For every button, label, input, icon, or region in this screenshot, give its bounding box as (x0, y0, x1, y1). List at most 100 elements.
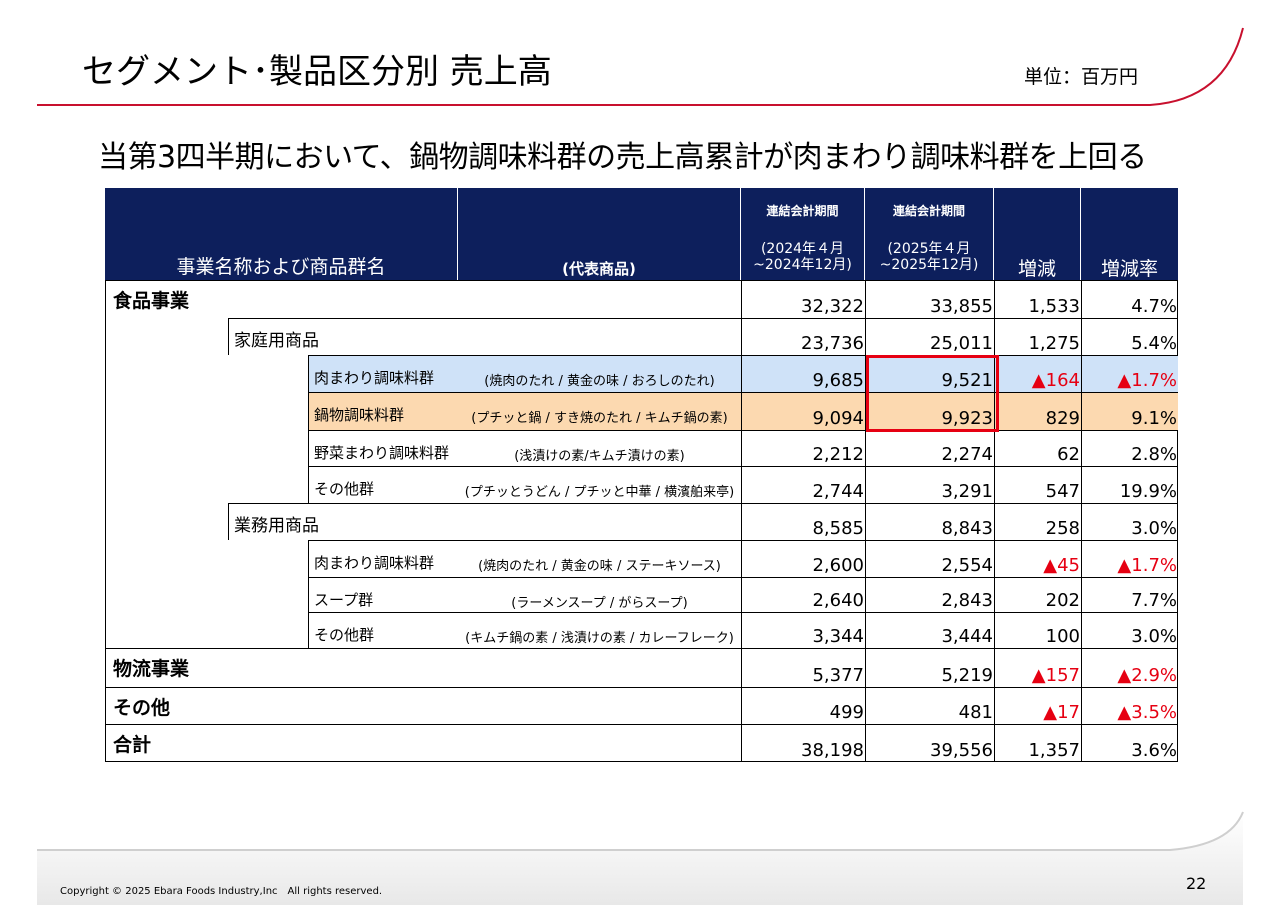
table-cell: ▲3.5% (1081, 687, 1178, 724)
table-row (308, 392, 1178, 430)
row-product: (焼肉のたれ / 黄金の味 / ステーキソース) (478, 559, 721, 574)
table-cell: 25,011 (865, 318, 994, 355)
table-cell: 829 (994, 392, 1081, 430)
table-cell: 5.4% (1081, 318, 1178, 355)
table-cell: 3,291 (865, 466, 994, 503)
table-cell: 258 (994, 503, 1081, 540)
right-border (1177, 280, 1178, 762)
table-cell: 33,855 (865, 280, 994, 318)
table-cell: 9,923 (865, 392, 994, 430)
title: セグメント･製品区分別 売上高 (82, 52, 552, 92)
table-cell: 100 (994, 612, 1081, 648)
copyright: Copyright © 2025 Ebara Foods Industry,In… (60, 886, 383, 897)
table-row (228, 318, 1178, 355)
table-cell: 62 (994, 430, 1081, 466)
row-product: (プチッとうどん / プチッと中華 / 横濱舶来亭) (464, 485, 735, 500)
footer-band (37, 812, 1243, 905)
table-cell: 8,843 (865, 503, 994, 540)
highlight-box (866, 355, 999, 432)
table-cell: 7.7% (1081, 577, 1178, 612)
table-row (228, 503, 1178, 540)
outer-border (105, 280, 106, 762)
table-cell: ▲2.9% (1081, 648, 1178, 687)
table-cell: 9.1% (1081, 392, 1178, 430)
header-cell: (代表商品) (458, 188, 741, 280)
table-row (308, 577, 1178, 612)
table-cell: 23,736 (741, 318, 865, 355)
table-cell: 39,556 (865, 724, 994, 762)
table-cell: 3,344 (741, 612, 865, 648)
table-cell: 8,585 (741, 503, 865, 540)
header-curve (37, 27, 1244, 106)
row-product: (プチッと鍋 / すき焼のたれ / キムチ鍋の素) (471, 411, 728, 426)
table-cell: 499 (741, 687, 865, 724)
row-name: その他 (113, 697, 171, 719)
table-row (105, 648, 1178, 687)
table-row (105, 687, 1178, 724)
table-cell: 1,533 (994, 280, 1081, 318)
header-cell: 連結会計期間 (2025年４月 ~2025年12月) (865, 188, 994, 280)
header-cell: 連結会計期間 (2024年４月 ~2024年12月) (741, 188, 865, 280)
table-cell: 2.8% (1081, 430, 1178, 466)
header-text: 連結会計期間 (892, 204, 965, 218)
table-cell: ▲1.7% (1081, 355, 1178, 392)
header-text: (2024年４月 (760, 241, 845, 257)
table-cell: 481 (865, 687, 994, 724)
table-cell: ▲164 (994, 355, 1081, 392)
page-number: 22 (1186, 874, 1207, 893)
table-cell: 4.7% (1081, 280, 1178, 318)
table-cell: 547 (994, 466, 1081, 503)
table-cell: 3.0% (1081, 612, 1178, 648)
row-name: 野菜まわり調味料群 (314, 444, 450, 462)
header-text: ~2025年12月) (879, 257, 979, 273)
row-name: スープ群 (314, 591, 374, 609)
row-name: その他群 (314, 480, 375, 498)
table-cell: ▲17 (994, 687, 1081, 724)
table-cell: 2,554 (865, 540, 994, 577)
table-row (308, 430, 1178, 466)
row-name: 肉まわり調味料群 (314, 369, 435, 387)
bottom-border (105, 761, 1178, 762)
subtitle: 当第3四半期において、鍋物調味料群の売上高累計が肉まわり調味料群を上回る (98, 140, 1147, 175)
row-name: 合計 (113, 734, 152, 756)
header-text: ~2024年12月) (753, 257, 852, 273)
table-cell: 3,444 (865, 612, 994, 648)
table-cell: 32,322 (741, 280, 865, 318)
footer-curve (37, 811, 1244, 851)
table-cell: 38,198 (741, 724, 865, 762)
table-cell: 2,600 (741, 540, 865, 577)
table-row (308, 466, 1178, 503)
header-cell: 増減率 (1081, 188, 1178, 280)
table-cell: 9,685 (741, 355, 865, 392)
row-name: 鍋物調味料群 (314, 406, 405, 424)
row-name: 業務用商品 (234, 516, 319, 536)
table-cell: 3.6% (1081, 724, 1178, 762)
table-cell: 5,377 (741, 648, 865, 687)
row-product: (焼肉のたれ / 黄金の味 / おろしのたれ) (484, 374, 715, 389)
row-product: (ラーメンスープ / がらスープ) (511, 596, 688, 611)
row-name: その他群 (314, 626, 375, 644)
table-cell: 5,219 (865, 648, 994, 687)
table-cell: 1,275 (994, 318, 1081, 355)
table-row (308, 355, 1178, 392)
table-cell: 1,357 (994, 724, 1081, 762)
row-product: (浅漬けの素/キムチ漬けの素) (514, 449, 685, 464)
table-row (105, 280, 1178, 318)
table-row (105, 724, 1178, 762)
header-text: 連結会計期間 (766, 204, 839, 218)
row-name: 肉まわり調味料群 (314, 554, 435, 572)
table-cell: ▲157 (994, 648, 1081, 687)
table-cell: 3.0% (1081, 503, 1178, 540)
table-cell: 9,521 (865, 355, 994, 392)
row-name: 物流事業 (113, 658, 190, 680)
table-cell: 202 (994, 577, 1081, 612)
table-cell: 9,094 (741, 392, 865, 430)
table-cell: 2,212 (741, 430, 865, 466)
row-name: 家庭用商品 (234, 331, 319, 351)
table-cell: 2,843 (865, 577, 994, 612)
table-row (308, 612, 1178, 648)
row-product: (キムチ鍋の素 / 浅漬けの素 / カレーフレーク) (465, 631, 734, 646)
header-cell: 事業名称および商品群名 (105, 188, 458, 280)
table-cell: 19.9% (1081, 466, 1178, 503)
